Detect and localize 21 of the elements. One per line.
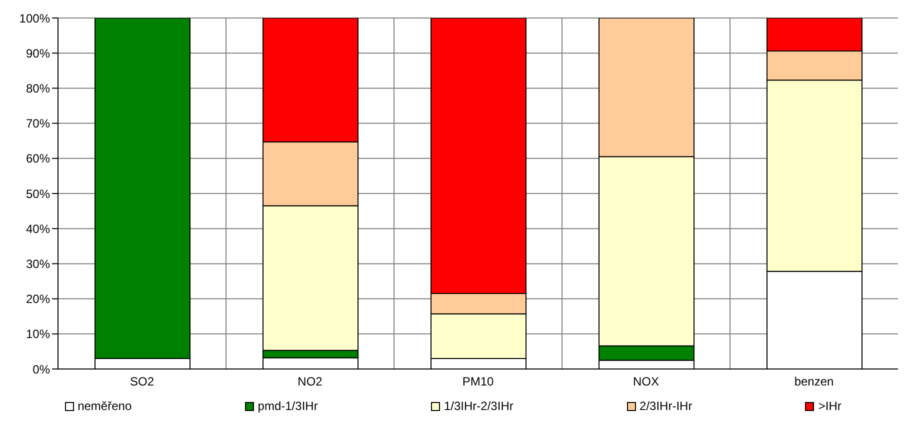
y-tick-label: 30%: [26, 256, 50, 271]
x-tick-label: NOX: [632, 374, 660, 389]
x-tick-label: benzen: [794, 374, 834, 389]
y-tick-label: 100%: [19, 11, 50, 26]
x-tick-label: PM10: [462, 374, 494, 389]
x-tick-label: NO2: [298, 374, 323, 389]
y-tick-label: 10%: [26, 327, 50, 342]
x-tick-label: SO2: [130, 374, 154, 389]
y-tick-label: 60%: [26, 152, 50, 166]
legend-label: 1/3IHr-2/3IHr: [443, 399, 514, 413]
y-tick-label: 50%: [26, 186, 50, 201]
y-tick-label: 20%: [26, 292, 50, 306]
legend-label: >IHr: [817, 399, 842, 413]
y-tick-label: 0%: [32, 362, 50, 376]
y-tick-label: 40%: [26, 222, 50, 236]
y-tick-label: 80%: [26, 81, 50, 96]
y-tick-label: 90%: [26, 46, 50, 60]
legend-label: 2/3IHr-IHr: [638, 399, 692, 413]
legend-label: neměřeno: [76, 399, 132, 413]
y-tick-label: 70%: [26, 116, 50, 131]
legend-label: pmd-1/3IHr: [256, 399, 318, 413]
